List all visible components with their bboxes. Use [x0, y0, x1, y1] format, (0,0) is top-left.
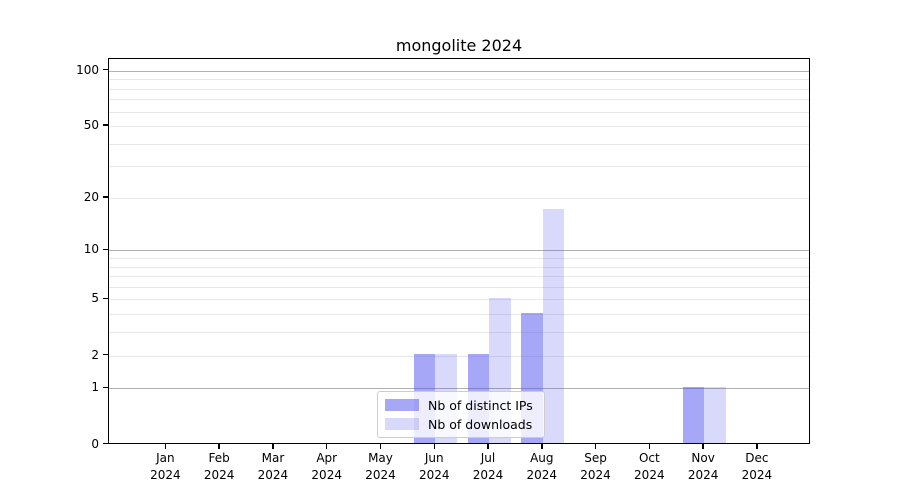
x-tick: [648, 443, 651, 449]
legend-entry-distinct-ips: Nb of distinct IPs: [385, 398, 537, 413]
y-tick-label: 10: [83, 242, 99, 257]
x-tick-month: Feb: [208, 450, 230, 465]
gridline-minor: [109, 286, 809, 288]
bar-downloads: [542, 208, 565, 443]
x-tick-month: Sep: [584, 450, 607, 465]
x-tick-month: Jan: [156, 450, 175, 465]
gridline-minor: [109, 314, 809, 316]
legend: Nb of distinct IPs Nb of downloads: [377, 391, 545, 438]
legend-swatch-distinct-ips: [385, 399, 419, 411]
chart-title: mongolite 2024: [395, 36, 523, 55]
x-tick-month: Nov: [691, 450, 715, 465]
x-tick-year: 2024: [150, 467, 181, 482]
x-tick-label: Sep 2024: [564, 450, 628, 484]
legend-entry-downloads: Nb of downloads: [385, 417, 537, 432]
y-tick: [103, 68, 108, 71]
y-tick-label: 0: [91, 436, 99, 451]
x-tick-month: Jul: [480, 450, 496, 465]
y-tick: [103, 353, 108, 356]
gridline-major: [109, 250, 809, 252]
x-tick: [541, 443, 543, 449]
y-tick: [103, 386, 108, 389]
gridline-minor: [109, 197, 809, 199]
gridline-major: [109, 388, 809, 390]
y-tick-label: 20: [83, 189, 99, 204]
x-tick-label: Jul 2024: [456, 450, 520, 484]
y-tick: [103, 196, 108, 198]
gridline-minor: [109, 143, 809, 145]
gridline-minor: [109, 126, 809, 128]
y-tick: [103, 297, 108, 300]
gridline-minor: [109, 88, 809, 90]
y-tick: [103, 442, 108, 445]
y-tick-label: 50: [83, 118, 99, 133]
plot-area: [108, 58, 810, 444]
x-tick-year: 2024: [203, 467, 235, 482]
x-tick-month: May: [368, 450, 393, 465]
x-tick-year: 2024: [580, 467, 611, 482]
legend-label-downloads: Nb of downloads: [428, 416, 533, 432]
x-tick-label: Jun 2024: [402, 450, 466, 484]
x-tick-year: 2024: [741, 467, 773, 482]
x-tick-year: 2024: [526, 467, 558, 482]
x-tick-month: Aug: [530, 450, 554, 465]
gridline-major: [109, 70, 809, 72]
x-tick-label: Oct 2024: [617, 450, 681, 484]
y-tick-label: 100: [76, 62, 99, 77]
x-tick-label: Feb 2024: [187, 450, 251, 484]
x-tick: [164, 443, 167, 449]
legend-swatch-downloads: [385, 418, 419, 430]
x-tick-year: 2024: [634, 467, 665, 482]
x-tick-year: 2024: [365, 467, 396, 482]
gridline-minor: [109, 99, 809, 101]
x-tick: [433, 443, 435, 449]
x-tick: [218, 443, 220, 449]
bar-downloads: [704, 386, 726, 443]
x-tick-label: Nov 2024: [671, 450, 735, 484]
gridline-minor: [109, 355, 809, 357]
legend-label-distinct-ips: Nb of distinct IPs: [428, 397, 533, 413]
x-tick: [594, 443, 597, 449]
gridline-minor: [109, 111, 809, 113]
x-tick-label: Dec 2024: [725, 450, 789, 484]
gridline-minor: [109, 79, 809, 81]
gridline-minor: [109, 332, 809, 334]
y-tick: [103, 124, 108, 126]
x-tick-month: Apr: [316, 450, 338, 465]
x-tick-year: 2024: [418, 467, 450, 482]
x-tick-label: Jan 2024: [133, 450, 197, 484]
x-tick-label: Aug 2024: [510, 450, 574, 484]
gridline-minor: [109, 276, 809, 278]
bar-distinct-ips: [682, 386, 705, 443]
x-tick: [702, 443, 704, 449]
x-tick: [325, 443, 328, 449]
y-tick-label: 5: [91, 291, 99, 306]
x-tick-label: Mar 2024: [241, 450, 305, 484]
x-tick: [487, 443, 489, 449]
x-tick-year: 2024: [257, 467, 289, 482]
gridline-minor: [109, 299, 809, 301]
x-tick-month: Dec: [745, 450, 769, 465]
x-tick-label: Apr 2024: [295, 450, 359, 484]
x-tick-label: May 2024: [348, 450, 412, 484]
y-tick: [103, 248, 108, 251]
x-tick: [379, 443, 382, 449]
x-tick: [272, 443, 274, 449]
x-tick-month: Mar: [261, 450, 285, 465]
x-tick-year: 2024: [311, 467, 342, 482]
gridline-minor: [109, 166, 809, 168]
x-tick-year: 2024: [472, 467, 504, 482]
y-tick-label: 1: [91, 380, 99, 395]
x-tick: [756, 443, 758, 449]
gridline-minor: [109, 266, 809, 268]
x-tick-month: Oct: [638, 450, 660, 465]
y-tick-label: 2: [91, 347, 99, 362]
x-tick-year: 2024: [687, 467, 719, 482]
x-tick-month: Jun: [424, 450, 444, 465]
gridline-minor: [109, 257, 809, 259]
